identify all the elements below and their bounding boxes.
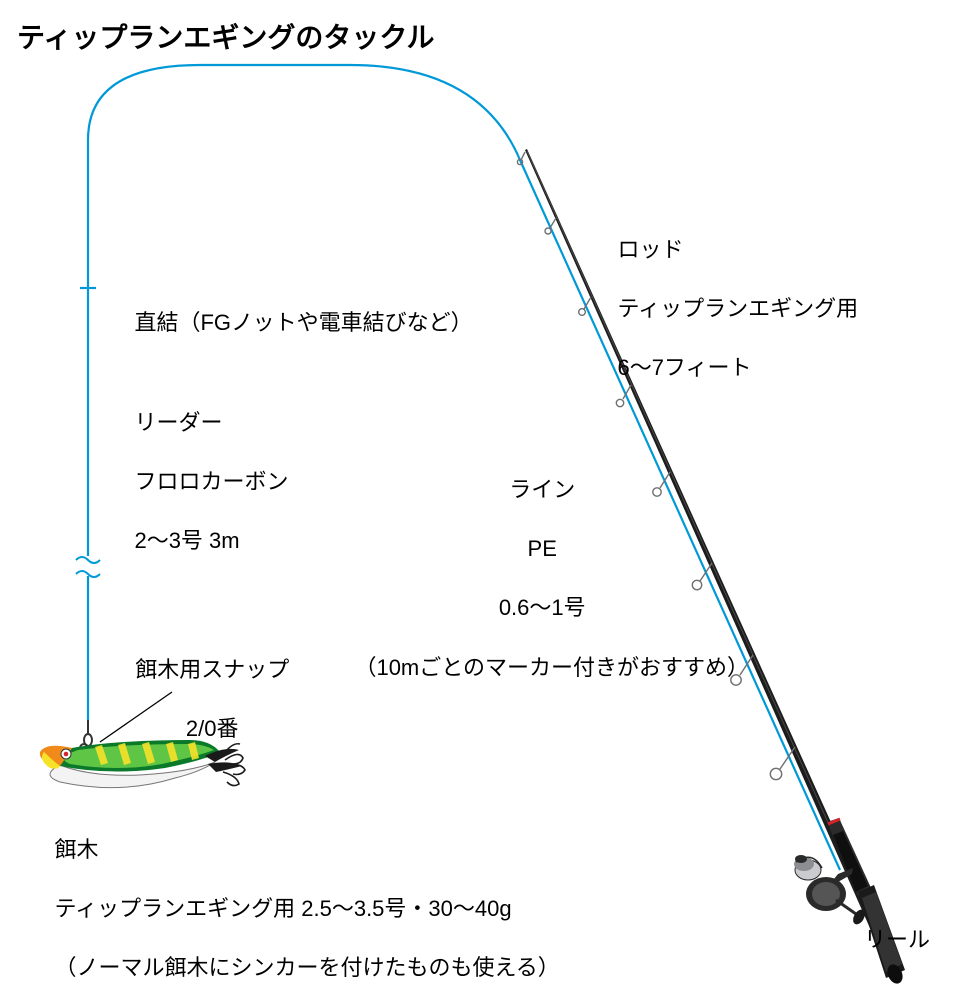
label-line: ライン PE 0.6～1号 （10mごとのマーカー付きがおすすめ）: [330, 445, 730, 712]
label-egi: 餌木 ティップランエギング用 2.5～3.5号・30～40g （ノーマル餌木にシ…: [30, 805, 560, 985]
label-leader: リーダー フロロカーボン 2～3号 3m: [110, 378, 288, 586]
egi-snap: [80, 720, 92, 752]
label-knot: 直結（FGノットや電車結びなど）: [110, 278, 473, 367]
page-title: ティップランエギングのタックル: [17, 16, 434, 56]
label-reel: リール スピニングリール 2000～3000番: [730, 895, 930, 985]
line-break-lower: [76, 571, 100, 577]
rod-reelseat: [827, 818, 872, 896]
diagram-canvas: ティップランエギングのタックル: [0, 0, 980, 985]
line-break-upper: [76, 557, 100, 563]
label-snap: 餌木用スナップ 2/0番: [100, 625, 300, 773]
label-rod: ロッド ティップランエギング用 6～7フィート: [593, 205, 858, 413]
